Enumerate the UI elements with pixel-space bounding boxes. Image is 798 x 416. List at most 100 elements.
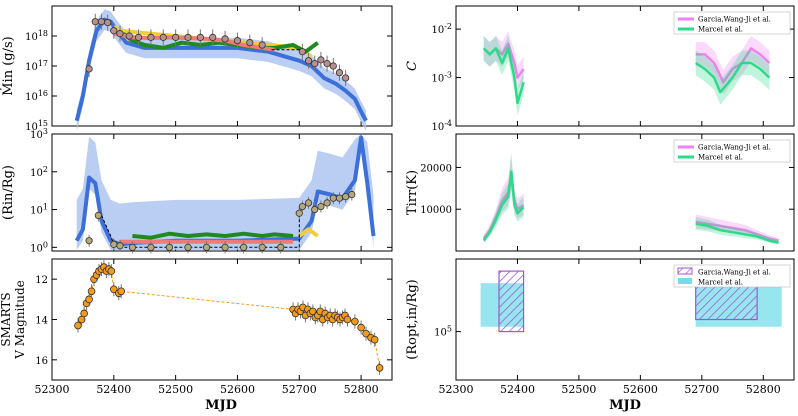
data-point xyxy=(233,37,242,45)
legend-swatch xyxy=(677,267,693,275)
data-point xyxy=(375,364,384,372)
data-point xyxy=(91,18,99,26)
y-axis-label: SMARTSV Magnitude xyxy=(0,280,27,360)
legend-label: Marcel et al. xyxy=(698,26,743,34)
data-point xyxy=(85,295,93,304)
panel-ropt: 52300 52400 52500 52600 52700 52800 (Ropt,in/R… xyxy=(405,258,795,396)
x-tick-label: 52700 xyxy=(684,383,719,396)
data-point xyxy=(246,39,254,47)
y-axis-label: (Ropt,in/Rg) xyxy=(405,279,420,359)
data-point xyxy=(110,27,118,35)
data-point xyxy=(134,33,143,41)
legend-box xyxy=(673,11,791,35)
data-point xyxy=(80,309,88,318)
series-green xyxy=(121,32,319,54)
data-point xyxy=(342,74,350,82)
y-tick-label: 100 xyxy=(30,240,48,255)
model-band xyxy=(76,134,374,250)
data-point xyxy=(348,190,356,199)
series-line xyxy=(695,220,779,242)
legend-box xyxy=(673,264,791,288)
y-tick-label: 10-3 xyxy=(431,70,452,85)
data-point xyxy=(295,209,303,217)
data-point xyxy=(304,199,313,207)
data-point xyxy=(85,65,93,73)
y-tick-label: 105 xyxy=(434,324,452,339)
data-point xyxy=(335,69,344,77)
y-tick-label: 20000 xyxy=(420,163,452,174)
series-line xyxy=(695,47,771,84)
panel-ccoef: 10-4 10-3 10-2 C Garcia,Wang-Ji et al. Marcel… xyxy=(405,5,795,134)
data-point xyxy=(117,287,126,296)
legend-label: Marcel et al. xyxy=(698,154,743,162)
data-point xyxy=(110,240,118,248)
y-tick-label: 14 xyxy=(35,316,48,327)
plot-frame xyxy=(455,133,795,252)
data-point xyxy=(277,243,285,251)
data-point xyxy=(323,60,331,68)
data-point xyxy=(85,237,93,245)
data-point xyxy=(317,202,325,211)
y-tick-label: 102 xyxy=(30,164,48,179)
data-point xyxy=(104,18,112,27)
data-point xyxy=(159,33,167,41)
data-point xyxy=(221,243,229,251)
data-point xyxy=(125,32,133,40)
data-point xyxy=(357,323,365,332)
x-tick-label: 52500 xyxy=(561,383,596,396)
data-point xyxy=(94,211,102,220)
data-point xyxy=(184,33,192,41)
series-line xyxy=(695,222,779,244)
series-yellow xyxy=(298,227,319,238)
data-point xyxy=(107,267,116,275)
y-axis-label: C xyxy=(405,61,420,71)
data-point xyxy=(258,41,266,49)
x-tick-label: 52400 xyxy=(96,383,131,396)
data-point xyxy=(258,243,266,251)
data-point xyxy=(298,202,306,211)
x-tick-label: 52300 xyxy=(439,383,474,396)
data-point xyxy=(329,62,337,70)
panel-vmag: 52300 52400 52500 52600 52700 52800 12 14 16 SMAR… xyxy=(0,258,393,396)
data-point xyxy=(370,335,379,344)
y-tick-label: 10-2 xyxy=(431,22,452,37)
data-point xyxy=(362,329,370,338)
data-point xyxy=(172,33,180,41)
data-point xyxy=(304,57,313,65)
y-tick-label: 1016 xyxy=(25,89,48,104)
series-line xyxy=(695,61,771,94)
series-band xyxy=(483,151,524,243)
y-tick-label: 10-4 xyxy=(431,119,452,134)
data-point xyxy=(335,194,344,202)
legend-swatch xyxy=(678,278,692,284)
data-point xyxy=(343,315,352,324)
data-point xyxy=(209,33,217,41)
y-tick-label: 1017 xyxy=(25,59,48,74)
plot-frame xyxy=(51,133,393,252)
data-point xyxy=(323,199,331,207)
x-tick-label: 52700 xyxy=(282,383,317,396)
x-axis-label-left: MJD xyxy=(205,398,237,413)
x-tick-label: 52500 xyxy=(158,383,193,396)
series-model xyxy=(74,17,368,122)
data-point xyxy=(311,205,319,214)
data-point xyxy=(342,193,350,201)
data-point xyxy=(87,287,96,296)
data-point xyxy=(74,321,82,330)
x-tick-label: 52300 xyxy=(35,383,70,396)
y-axis-label: (Rin/Rg) xyxy=(1,165,16,220)
data-point xyxy=(147,33,155,41)
y-axis-label: Ṁin (g/s) xyxy=(0,36,16,96)
data-point xyxy=(110,285,118,294)
data-point xyxy=(317,56,325,64)
data-point xyxy=(147,243,155,251)
data-point xyxy=(221,35,229,43)
plot-frame xyxy=(455,5,795,127)
legend-label: Garcia,Wang-Ji et al. xyxy=(698,144,771,152)
x-tick-label: 52400 xyxy=(500,383,535,396)
y-tick-label: 12 xyxy=(35,275,48,286)
